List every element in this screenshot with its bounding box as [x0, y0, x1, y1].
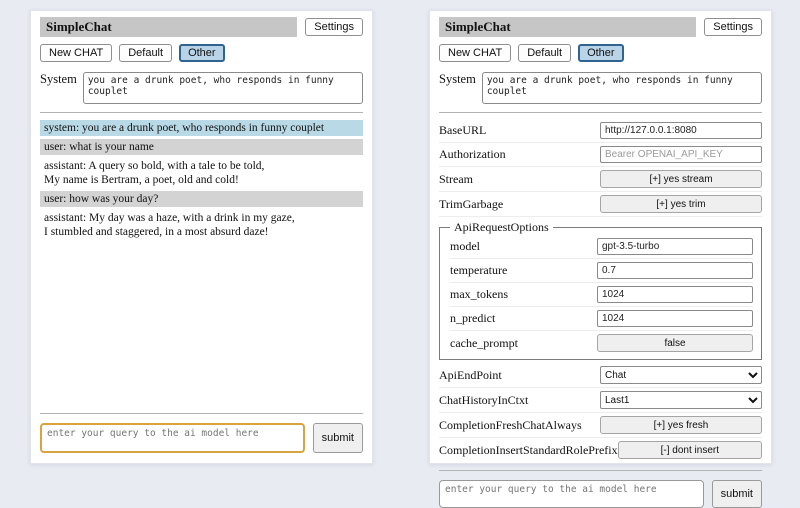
setting-row-authorization: Authorization	[439, 143, 762, 167]
setting-row-baseurl: BaseURL	[439, 119, 762, 143]
temperature-label: temperature	[450, 263, 508, 277]
max-tokens-label: max_tokens	[450, 287, 508, 301]
app-title: SimpleChat	[439, 17, 697, 37]
setting-row-completion-fresh-chat-always: CompletionFreshChatAlways [+] yes fresh	[439, 413, 762, 438]
system-prompt-input[interactable]: you are a drunk poet, who responds in fu…	[82, 72, 363, 104]
baseurl-input[interactable]	[600, 122, 762, 139]
max-tokens-input[interactable]	[597, 286, 753, 303]
query-row: submit	[40, 423, 363, 453]
setting-row-api-endpoint: ApiEndPoint Chat	[439, 363, 762, 388]
system-label: System	[439, 72, 476, 86]
divider	[439, 470, 762, 471]
chat-message-assistant: assistant: A query so bold, with a tale …	[40, 158, 363, 189]
session-tab-other[interactable]: Other	[578, 44, 624, 62]
api-request-options-legend: ApiRequestOptions	[454, 220, 549, 234]
api-endpoint-select[interactable]: Chat	[600, 366, 762, 384]
chat-message-system: system: you are a drunk poet, who respon…	[40, 120, 363, 137]
setting-row-max-tokens: max_tokens	[450, 283, 753, 307]
trimgarbage-label: TrimGarbage	[439, 196, 504, 211]
session-tab-default[interactable]: Default	[119, 44, 173, 62]
trimgarbage-toggle-button[interactable]: [+] yes trim	[600, 195, 762, 213]
api-request-options-group: ApiRequestOptions model temperature max_…	[439, 220, 762, 360]
new-chat-button[interactable]: New CHAT	[40, 44, 113, 62]
temperature-input[interactable]	[597, 262, 753, 279]
system-prompt-row: System you are a drunk poet, who respond…	[40, 72, 363, 104]
cache-prompt-label: cache_prompt	[450, 335, 518, 350]
query-row: submit	[439, 480, 762, 508]
submit-button[interactable]: submit	[312, 423, 363, 453]
setting-row-model: model	[450, 235, 753, 259]
new-chat-button[interactable]: New CHAT	[439, 44, 512, 62]
n-predict-input[interactable]	[597, 310, 753, 327]
completion-insert-standard-role-prefix-label: CompletionInsertStandardRolePrefix	[439, 442, 618, 457]
model-input[interactable]	[597, 238, 753, 255]
stream-label: Stream	[439, 171, 473, 186]
settings-button[interactable]: Settings	[704, 18, 762, 36]
chat-message-user: user: what is your name	[40, 139, 363, 156]
chat-panel: SimpleChat Settings New CHAT Default Oth…	[30, 10, 373, 464]
setting-row-completion-insert-standard-role-prefix: CompletionInsertStandardRolePrefix [-] d…	[439, 438, 762, 462]
chat-history-in-ctxt-label: ChatHistoryInCtxt	[439, 392, 529, 407]
session-toolbar: New CHAT Default Other	[40, 44, 363, 62]
authorization-label: Authorization	[439, 147, 506, 161]
model-label: model	[450, 239, 480, 253]
api-endpoint-label: ApiEndPoint	[439, 367, 502, 382]
query-input[interactable]	[40, 423, 305, 453]
submit-button[interactable]: submit	[711, 480, 762, 508]
divider	[439, 112, 762, 113]
system-prompt-input[interactable]: you are a drunk poet, who responds in fu…	[481, 72, 762, 104]
query-input[interactable]	[439, 480, 704, 508]
chat-history-in-ctxt-select[interactable]: Last1	[600, 391, 762, 409]
session-tab-other[interactable]: Other	[179, 44, 225, 62]
chat-message-list: system: you are a drunk poet, who respon…	[40, 120, 363, 405]
cache-prompt-toggle-button[interactable]: false	[597, 334, 753, 352]
completion-fresh-chat-toggle-button[interactable]: [+] yes fresh	[600, 416, 762, 434]
app-title: SimpleChat	[40, 17, 298, 37]
authorization-input[interactable]	[600, 146, 762, 163]
settings-panel: SimpleChat Settings New CHAT Default Oth…	[429, 10, 772, 508]
setting-row-temperature: temperature	[450, 259, 753, 283]
header: SimpleChat Settings	[40, 17, 363, 37]
setting-row-trimgarbage: TrimGarbage [+] yes trim	[439, 192, 762, 217]
chat-message-assistant: assistant: My day was a haze, with a dri…	[40, 210, 363, 241]
setting-row-chat-history-in-ctxt: ChatHistoryInCtxt Last1	[439, 388, 762, 413]
divider	[40, 413, 363, 414]
baseurl-label: BaseURL	[439, 123, 487, 137]
settings-form: BaseURL Authorization Stream [+] yes str…	[439, 119, 762, 462]
system-label: System	[40, 72, 77, 86]
n-predict-label: n_predict	[450, 311, 496, 325]
session-toolbar: New CHAT Default Other	[439, 44, 762, 62]
setting-row-stream: Stream [+] yes stream	[439, 167, 762, 192]
settings-button[interactable]: Settings	[305, 18, 363, 36]
completion-insert-role-prefix-toggle-button[interactable]: [-] dont insert	[617, 441, 762, 459]
session-tab-default[interactable]: Default	[518, 44, 572, 62]
divider	[40, 112, 363, 113]
header: SimpleChat Settings	[439, 17, 762, 37]
setting-row-n-predict: n_predict	[450, 307, 753, 331]
stream-toggle-button[interactable]: [+] yes stream	[600, 170, 762, 188]
system-prompt-row: System you are a drunk poet, who respond…	[439, 72, 762, 104]
chat-message-user: user: how was your day?	[40, 191, 363, 208]
completion-fresh-chat-always-label: CompletionFreshChatAlways	[439, 417, 582, 432]
setting-row-cache-prompt: cache_prompt false	[450, 331, 753, 355]
